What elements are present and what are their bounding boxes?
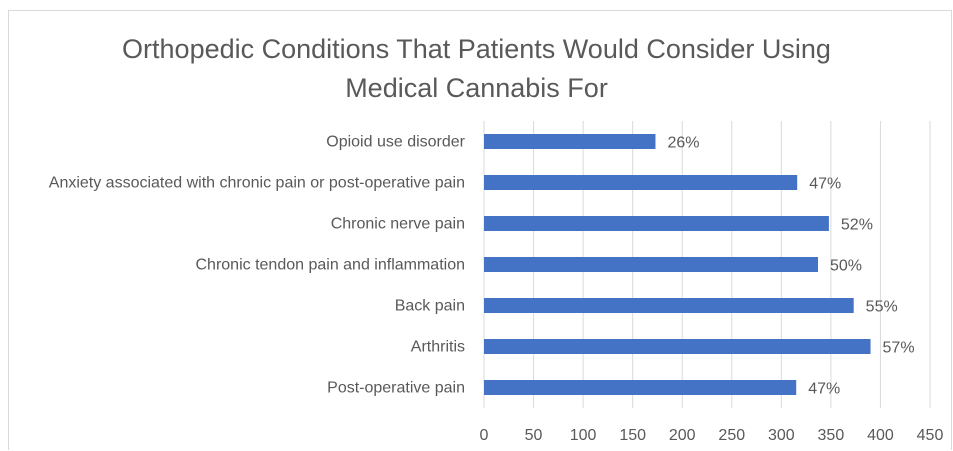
category-label: Chronic nerve pain <box>331 216 465 233</box>
chart-title-line-1: Orthopedic Conditions That Patients Woul… <box>122 34 831 64</box>
bar <box>484 216 829 231</box>
labels: 0 50 100 150 200 250 300 350 400 450 Opioid use di… <box>49 134 944 445</box>
data-label: 26% <box>667 135 699 152</box>
data-label: 47% <box>809 176 841 193</box>
category-label: Post-operative pain <box>327 380 465 397</box>
chart-frame <box>8 10 952 450</box>
x-tick-label: 150 <box>619 427 646 444</box>
category-label: Anxiety associated with chronic pain or … <box>49 175 465 192</box>
category-label: Opioid use disorder <box>326 134 465 151</box>
x-tick-label: 200 <box>669 427 696 444</box>
bar <box>484 339 871 354</box>
bars <box>484 134 871 395</box>
chart-title-line-2: Medical Cannabis For <box>345 73 608 103</box>
x-tick-label: 100 <box>570 427 597 444</box>
category-label: Chronic tendon pain and inflammation <box>196 257 466 274</box>
x-tick-label: 50 <box>525 427 543 444</box>
bar <box>484 175 798 190</box>
bar <box>484 257 819 272</box>
data-label: 50% <box>830 258 862 275</box>
data-label: 47% <box>808 381 840 398</box>
x-tick-label: 350 <box>818 427 845 444</box>
x-tick-label: 250 <box>718 427 745 444</box>
bar <box>484 134 656 149</box>
chart-title: Orthopedic Conditions That Patients Woul… <box>0 30 953 108</box>
x-tick-label: 450 <box>917 427 944 444</box>
category-label: Back pain <box>395 298 465 315</box>
category-label: Arthritis <box>411 339 465 356</box>
x-tick-label: 400 <box>867 427 894 444</box>
bar <box>484 380 797 395</box>
x-tick-label: 300 <box>768 427 795 444</box>
data-label: 55% <box>866 299 898 316</box>
data-label: 57% <box>883 340 915 357</box>
data-label: 52% <box>841 217 873 234</box>
x-tick-label: 0 <box>480 427 489 444</box>
bar <box>484 298 854 313</box>
